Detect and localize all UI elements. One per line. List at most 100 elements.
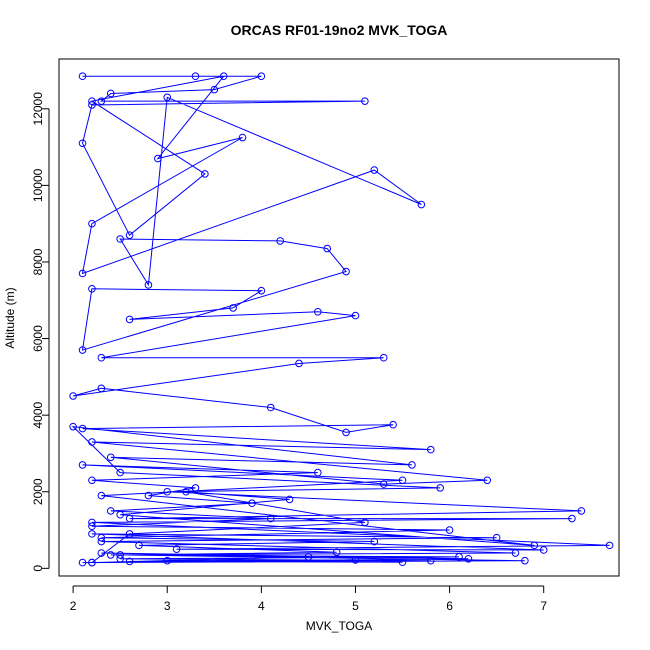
- data-point: [210, 85, 219, 94]
- data-point: [379, 480, 388, 488]
- data-point: [88, 518, 96, 527]
- data-point: [106, 551, 115, 559]
- data-point: [106, 453, 115, 462]
- data-point: [426, 445, 435, 454]
- data-point: [78, 139, 87, 148]
- data-point: [116, 468, 124, 477]
- data-point: [229, 304, 237, 312]
- data-point: [351, 311, 360, 320]
- data-point: [483, 476, 492, 485]
- data-point: [97, 549, 106, 557]
- data-point: [88, 476, 96, 485]
- data-point: [379, 353, 388, 362]
- y-tick-label: 10000: [31, 168, 45, 202]
- y-tick-label: 8000: [31, 248, 45, 275]
- data-point: [116, 235, 124, 243]
- y-axis: 0 2000 4000 6000 8000 10000 12000: [31, 92, 50, 572]
- data-point: [125, 231, 134, 239]
- data-point: [125, 315, 134, 324]
- data-point: [172, 545, 181, 553]
- data-point: [88, 101, 96, 109]
- data-point: [78, 461, 87, 469]
- data-point: [201, 170, 209, 178]
- data-point: [88, 97, 96, 105]
- data-point: [78, 269, 87, 278]
- data-point: [106, 89, 115, 98]
- data-point: [361, 518, 369, 527]
- data-point: [78, 72, 87, 81]
- x-tick-label: 4: [258, 599, 265, 613]
- data-point: [530, 541, 539, 550]
- data-point: [78, 424, 87, 433]
- data-point: [539, 546, 548, 554]
- data-point: [238, 133, 247, 142]
- data-point: [219, 72, 228, 81]
- data-point: [351, 556, 360, 564]
- data-point: [417, 200, 426, 209]
- series-line: [71, 75, 610, 564]
- plot-frame: [58, 58, 620, 577]
- data-point: [492, 533, 501, 542]
- data-point: [106, 507, 115, 515]
- data-point: [144, 491, 153, 500]
- data-point: [69, 422, 77, 431]
- data-point: [426, 556, 435, 565]
- data-point: [97, 537, 106, 546]
- data-point: [78, 558, 87, 567]
- data-point: [521, 556, 529, 565]
- x-tick-label: 5: [352, 599, 359, 613]
- data-point: [191, 484, 200, 492]
- data-point: [314, 307, 322, 316]
- data-point: [257, 286, 266, 295]
- data-point: [97, 533, 106, 542]
- data-point: [97, 353, 106, 362]
- data-point: [88, 558, 96, 567]
- x-tick-label: 6: [446, 599, 453, 613]
- data-point: [248, 499, 256, 508]
- data-point: [266, 514, 275, 523]
- data-point: [276, 237, 284, 245]
- data-point: [97, 97, 106, 105]
- data-point: [577, 507, 586, 515]
- data-point: [88, 284, 96, 293]
- data-point: [144, 281, 153, 289]
- data-point: [464, 554, 473, 563]
- x-tick-label: 3: [164, 599, 171, 613]
- data-point: [116, 510, 124, 519]
- y-axis-label: Altitude (m): [3, 287, 17, 348]
- data-point: [125, 514, 134, 523]
- data-point: [455, 553, 463, 561]
- data-point: [88, 522, 96, 531]
- data-point: [342, 428, 350, 437]
- data-point: [370, 166, 379, 174]
- x-tick-label: 2: [70, 599, 77, 613]
- chart-title: ORCAS RF01-19no2 MVK_TOGA: [231, 22, 448, 38]
- data-point: [182, 487, 190, 496]
- data-point: [88, 530, 96, 538]
- y-tick-label: 4000: [31, 401, 45, 428]
- data-point: [116, 554, 124, 563]
- data-point: [257, 72, 266, 81]
- data-point: [116, 551, 124, 559]
- data-point: [511, 549, 520, 557]
- data-point: [266, 403, 275, 412]
- data-point: [436, 484, 444, 492]
- data-point: [398, 476, 407, 485]
- data-point: [342, 267, 350, 276]
- y-tick-label: 12000: [31, 92, 45, 126]
- data-point: [389, 420, 397, 429]
- data-point: [370, 537, 379, 546]
- data-point: [285, 495, 294, 504]
- data-point: [78, 346, 87, 354]
- data-point: [568, 514, 576, 523]
- data-point: [154, 154, 162, 163]
- data-point: [332, 548, 341, 557]
- data-point: [295, 359, 303, 368]
- data-point: [97, 384, 106, 393]
- data-point: [97, 491, 106, 500]
- data-point: [605, 541, 614, 550]
- data-point: [163, 93, 172, 102]
- y-tick-label: 0: [31, 565, 45, 572]
- series-layer: [69, 72, 614, 567]
